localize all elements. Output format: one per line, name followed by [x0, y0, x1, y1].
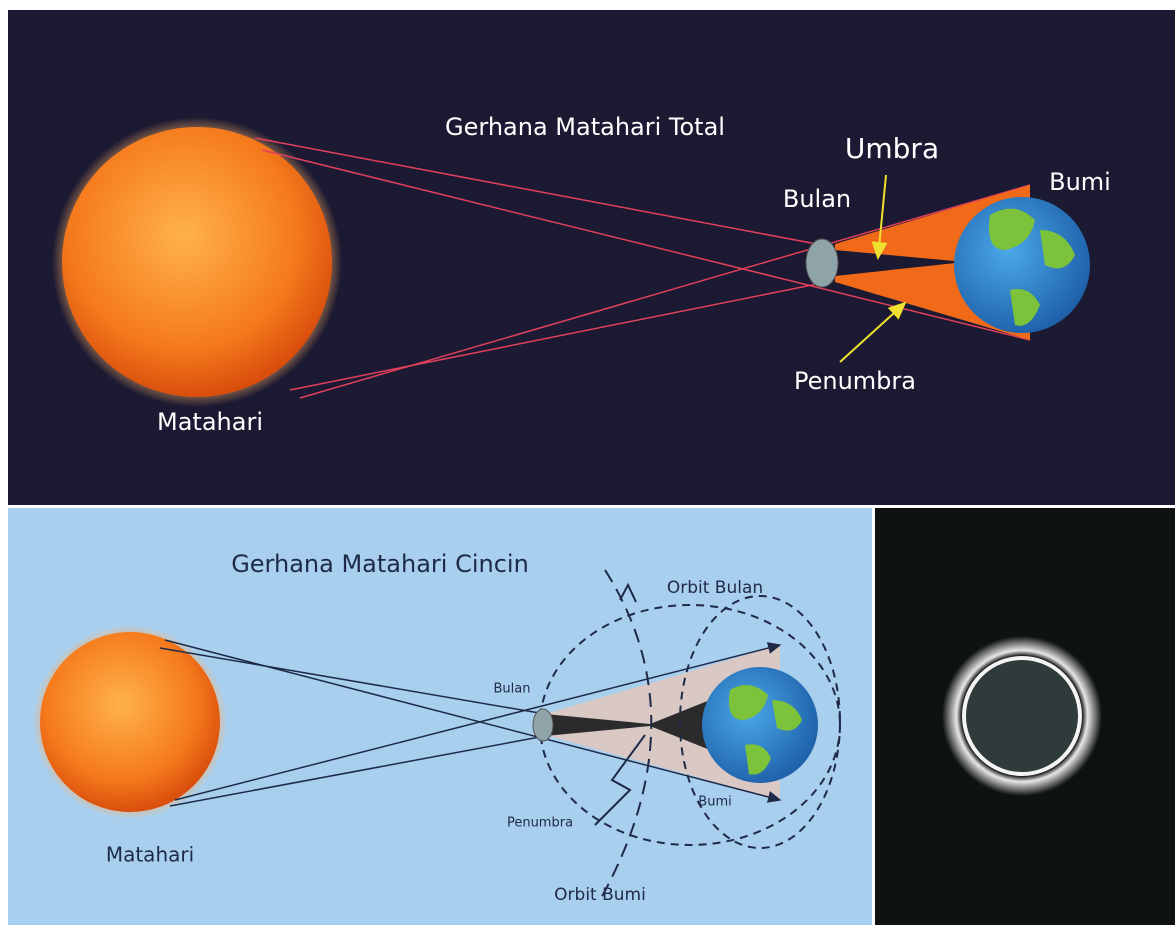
sun: [40, 632, 220, 812]
eclipsed-sun: [964, 658, 1080, 774]
sun: [62, 127, 332, 397]
eclipse-diagram: Gerhana Matahari Total Umbra Bumi Bulan …: [0, 0, 1175, 925]
moon-label: Bulan: [494, 682, 531, 697]
total-eclipse-panel: Gerhana Matahari Total Umbra Bumi Bulan …: [8, 10, 1175, 505]
penumbra-label: Penumbra: [794, 367, 916, 395]
earth-orbit-label: Orbit Bumi: [554, 885, 646, 905]
moon-label: Bulan: [783, 185, 851, 213]
moon-orbit-label: Orbit Bulan: [667, 578, 763, 598]
sun-label: Matahari: [157, 408, 263, 436]
annular-eclipse-panel: Gerhana Matahari Cincin Orbit Bulan Bula…: [8, 508, 872, 925]
penumbra-label: Penumbra: [507, 816, 573, 831]
earth-label: Bumi: [698, 795, 731, 810]
moon: [806, 239, 838, 287]
umbra-label: Umbra: [845, 132, 939, 165]
earth-label: Bumi: [1049, 168, 1111, 196]
sun-label: Matahari: [106, 843, 194, 867]
annular-photo: [875, 508, 1175, 925]
title: Gerhana Matahari Cincin: [231, 550, 529, 578]
title: Gerhana Matahari Total: [445, 113, 725, 141]
moon: [533, 709, 553, 741]
